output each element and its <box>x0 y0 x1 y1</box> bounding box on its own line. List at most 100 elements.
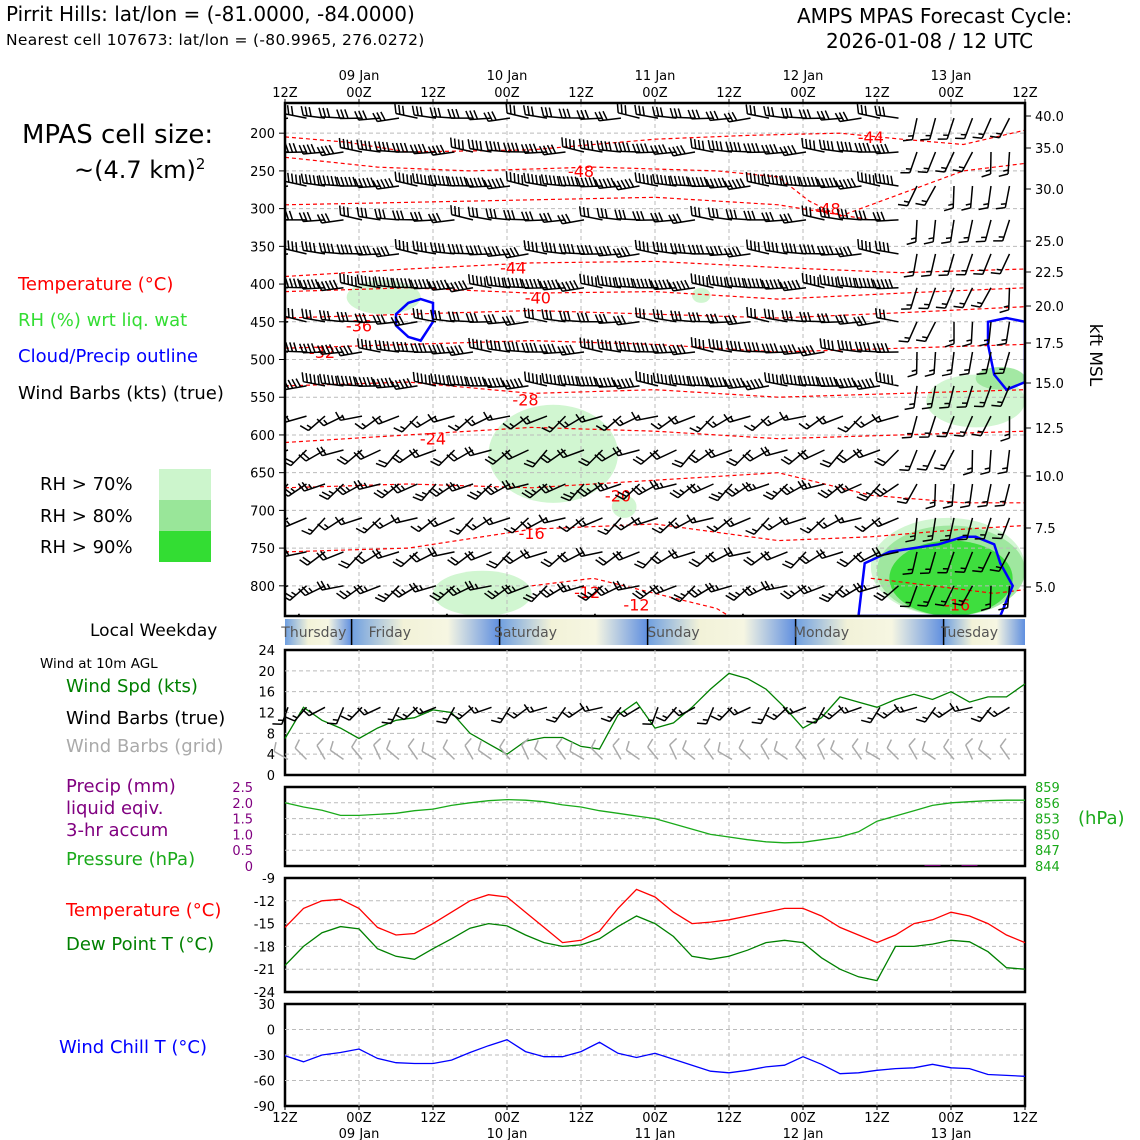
top-date-label: 10 Jan <box>487 69 528 84</box>
wind-barb <box>356 139 381 153</box>
wind-barb <box>773 740 788 761</box>
wind-barb <box>797 345 825 357</box>
wind-barb <box>465 517 492 531</box>
wind-barb <box>874 308 899 323</box>
wind-barb <box>961 185 974 211</box>
wind-barb <box>522 585 548 603</box>
xs-ytick-right-label: 10.0 <box>1035 470 1064 485</box>
wind-barb <box>520 211 548 222</box>
bottom-time-tick-label: 12Z <box>716 1111 742 1126</box>
wind-barb <box>723 246 751 258</box>
wind-barb <box>538 514 566 524</box>
wind-barb <box>299 415 326 432</box>
wind-barb <box>686 483 714 494</box>
wind-barb <box>797 479 825 491</box>
wind-barb <box>798 109 825 120</box>
wind-barb <box>409 143 437 155</box>
wind-barb <box>356 274 381 289</box>
wind-barb <box>798 244 825 255</box>
wind-barb <box>594 110 622 122</box>
wind-barb <box>874 240 899 255</box>
wind-barb <box>505 171 529 187</box>
wind-barb <box>372 314 400 325</box>
wind-barb <box>798 176 825 187</box>
wind-barb <box>652 308 677 323</box>
wind-barb <box>502 415 529 430</box>
wind-barb <box>446 449 474 462</box>
wind-barb <box>539 449 566 464</box>
wind-barb <box>872 278 899 290</box>
wind-barb <box>745 239 770 255</box>
wind-barb <box>612 246 640 259</box>
wind-barb <box>875 371 899 387</box>
wind-barb <box>576 312 603 323</box>
xs-ytick-label: 800 <box>250 580 275 595</box>
wind-barb <box>593 481 622 492</box>
wind-barb <box>935 151 955 173</box>
wind-barb <box>642 707 659 725</box>
weekday-band <box>351 619 500 645</box>
wind-barb <box>872 483 899 497</box>
wind-barb <box>919 551 937 575</box>
wind-barb <box>853 551 881 563</box>
chill-ytick-label: 30 <box>258 998 275 1013</box>
wind-barb <box>779 483 807 496</box>
wind-barb <box>717 741 733 761</box>
wind-barb <box>285 483 307 497</box>
wind-barb <box>996 321 1011 346</box>
wind-barb <box>502 551 529 565</box>
precip-label-3: 3-hr accum <box>66 820 169 841</box>
temperature-contour-label: -44 <box>500 258 526 277</box>
temperature-contour-label: -24 <box>420 430 446 449</box>
precip-ytick-label: 2.5 <box>232 781 253 796</box>
wind-barb <box>779 213 807 224</box>
wind-barb <box>390 585 418 598</box>
wind-barb <box>541 372 566 387</box>
wind-barb <box>612 446 640 457</box>
wind-barb <box>285 706 308 722</box>
wind-barb <box>468 337 492 353</box>
bottom-time-tick-label: 00Z <box>346 1111 372 1126</box>
wind-barb <box>670 374 696 387</box>
wind-barb <box>411 173 437 187</box>
wind-barb <box>650 343 677 354</box>
wind-barb <box>505 706 529 719</box>
wind-barb <box>806 706 826 724</box>
bottom-time-tick-label: 12Z <box>420 1111 446 1126</box>
wind-barb <box>990 253 1011 275</box>
wind-barb <box>650 551 677 565</box>
wind-barb <box>501 584 529 595</box>
wind-barb <box>285 341 307 353</box>
wind-barb <box>655 706 678 722</box>
wind-barb <box>852 582 881 593</box>
wind-barb <box>540 174 566 187</box>
wind-barb <box>815 548 844 560</box>
wind-barb <box>907 351 918 378</box>
wind-barb <box>723 547 751 558</box>
wind-barb <box>523 371 548 387</box>
wind-barb <box>505 103 529 119</box>
wind-barb <box>742 378 770 391</box>
wind-barb <box>725 209 751 221</box>
wind-barb <box>763 372 788 387</box>
wind-barb <box>558 108 585 119</box>
wind-barb <box>953 287 974 309</box>
wind-barb <box>557 213 585 225</box>
wind-barb <box>976 351 992 376</box>
wind-barb <box>374 276 400 289</box>
cell-size-line2: ~(4.7 km)2 <box>74 155 205 184</box>
wind-barb <box>671 449 696 468</box>
wind-barb <box>534 740 548 760</box>
wind-barb <box>920 117 937 141</box>
wind-barb <box>557 415 585 429</box>
wind-barb <box>959 483 974 509</box>
wind-barb <box>921 253 937 277</box>
wind-barb <box>381 706 400 725</box>
wind-barb <box>682 740 696 760</box>
wind-barb <box>634 551 659 569</box>
wind-barb <box>356 338 381 353</box>
wind-barb <box>751 706 770 725</box>
weekday-band <box>943 619 1025 645</box>
wind-barb <box>373 141 400 153</box>
wind-barb <box>745 104 770 119</box>
